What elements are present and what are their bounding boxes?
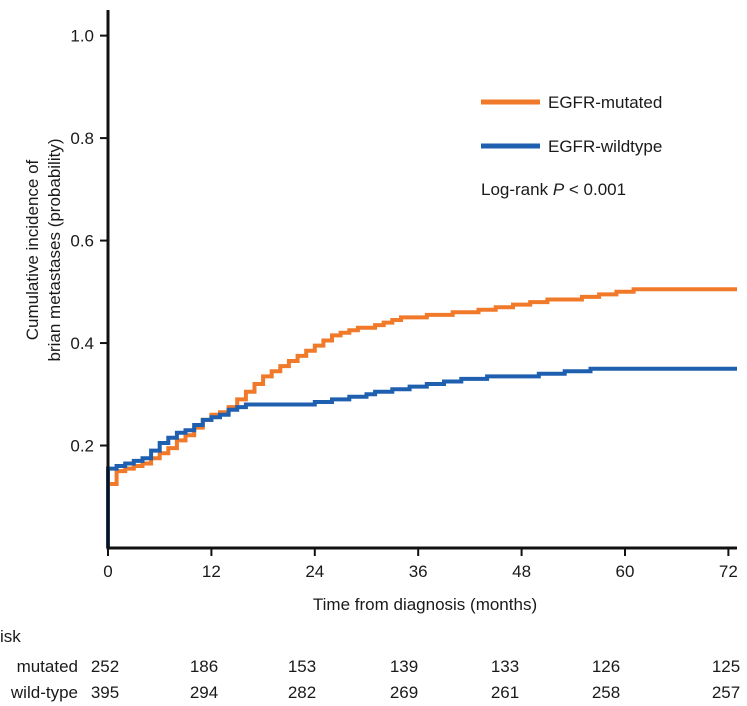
risk-value: 257 xyxy=(712,683,740,702)
x-axis-label: Time from diagnosis (months) xyxy=(313,595,537,614)
x-tick-label: 0 xyxy=(103,562,112,581)
series-line-egfr-wildtype xyxy=(106,366,737,548)
log-rank-p: P xyxy=(553,180,565,199)
y-axis-label-line-1: Cumulative incidence of xyxy=(23,159,42,340)
x-tick-label: 12 xyxy=(202,562,221,581)
y-axis-ticks: 0.2 0.4 0.6 0.8 1.0 xyxy=(70,27,108,456)
y-axis-label-line-2: brian metastases (probability) xyxy=(45,139,64,362)
risk-row-label: wild-type xyxy=(10,683,78,702)
series-line-egfr-mutated xyxy=(106,287,737,548)
log-rank-suffix: < 0.001 xyxy=(564,180,626,199)
risk-value: 258 xyxy=(592,683,620,702)
risk-row-label: mutated xyxy=(17,657,78,676)
y-tick-label: 0.4 xyxy=(70,334,94,353)
log-rank-annotation: Log-rank P < 0.001 xyxy=(481,180,626,199)
y-tick-label: 0.6 xyxy=(70,232,94,251)
x-axis-ticks: 0 12 24 36 48 60 72 xyxy=(103,548,738,581)
risk-value: 261 xyxy=(491,683,519,702)
y-tick-label: 0.8 xyxy=(70,129,94,148)
risk-value: 294 xyxy=(190,683,218,702)
y-tick-label: 1.0 xyxy=(70,27,94,46)
risk-table-title: isk xyxy=(0,627,21,646)
risk-value: 133 xyxy=(491,657,519,676)
y-axis-label: Cumulative incidence of brian metastases… xyxy=(23,139,64,362)
series-lines xyxy=(106,287,737,548)
risk-table: isk mutated 252 186 153 139 133 126 125 wild-typ… xyxy=(0,627,740,702)
x-tick-label: 24 xyxy=(305,562,324,581)
x-tick-label: 72 xyxy=(719,562,738,581)
x-tick-label: 36 xyxy=(409,562,428,581)
x-tick-label: 60 xyxy=(616,562,635,581)
x-tick-label: 48 xyxy=(512,562,531,581)
risk-value: 282 xyxy=(288,683,316,702)
risk-value: 125 xyxy=(712,657,740,676)
risk-value: 153 xyxy=(288,657,316,676)
risk-value: 252 xyxy=(91,657,119,676)
risk-value: 186 xyxy=(190,657,218,676)
legend-label-egfr-wildtype: EGFR-wildtype xyxy=(548,137,662,156)
risk-value: 139 xyxy=(390,657,418,676)
legend: EGFR-mutated EGFR-wildtype xyxy=(481,93,662,156)
y-tick-label: 0.2 xyxy=(70,437,94,456)
risk-value: 126 xyxy=(592,657,620,676)
log-rank-prefix: Log-rank xyxy=(481,180,553,199)
risk-value: 269 xyxy=(390,683,418,702)
legend-label-egfr-mutated: EGFR-mutated xyxy=(548,93,662,112)
risk-value: 395 xyxy=(91,683,119,702)
